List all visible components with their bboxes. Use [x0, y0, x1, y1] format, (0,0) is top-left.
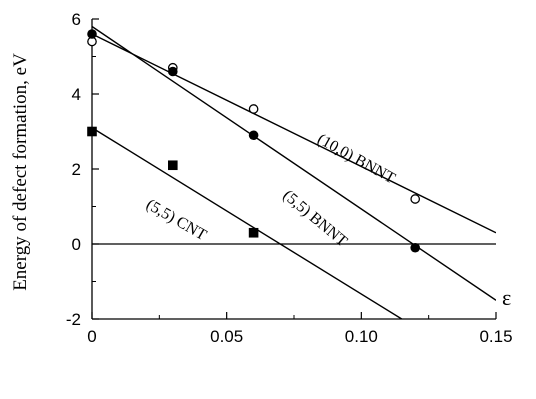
fit-line-0 — [92, 33, 496, 234]
point-open-circle — [410, 194, 421, 204]
y-tick-label: 2 — [72, 160, 81, 179]
point-filled-square — [87, 126, 97, 137]
point-filled-square — [168, 160, 178, 171]
x-axis-label: ε — [502, 285, 511, 310]
y-tick-label: 4 — [72, 85, 81, 104]
y-tick-label: 0 — [72, 235, 81, 254]
y-axis-label: Energy of defect formation, eV — [10, 53, 31, 291]
data-points — [87, 29, 421, 253]
point-open-circle — [248, 104, 259, 114]
x-tick-label: 0.15 — [479, 327, 512, 346]
point-filled-circle — [87, 29, 97, 39]
x-tick-label: 0 — [87, 327, 96, 346]
x-tick-label: 0.05 — [210, 327, 243, 346]
point-filled-circle — [248, 130, 259, 141]
point-filled-square — [248, 227, 259, 238]
fit-line-1 — [92, 25, 496, 301]
axes: -2 0 2 4 6 0 0.05 0.10 0.15 — [66, 10, 513, 346]
y-tick-label: 6 — [72, 10, 81, 29]
fit-line-2 — [92, 127, 403, 319]
y-tick-label: -2 — [66, 310, 81, 329]
series-label-5-5-cnt: (5,5) CNT — [143, 196, 209, 244]
point-filled-circle — [168, 66, 178, 77]
series-label-10-0-bnnt: (10,0) BNNT — [314, 131, 398, 188]
fit-lines — [92, 25, 496, 319]
x-tick-label: 0.10 — [345, 327, 378, 346]
labels: Energy of defect formation, eV ε (10,0) … — [10, 53, 511, 310]
point-filled-circle — [410, 242, 421, 253]
series-label-5-5-bnnt: (5,5) BNNT — [279, 187, 350, 250]
